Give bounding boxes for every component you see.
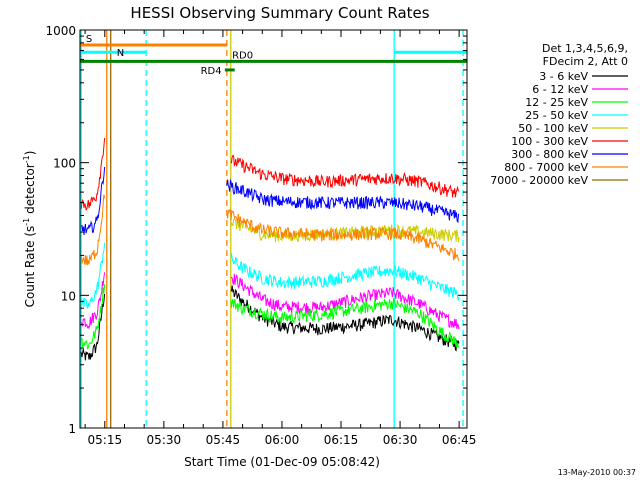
flag-bar-label: S — [86, 34, 92, 45]
x-tick-label: 06:30 — [383, 433, 418, 447]
series-line — [226, 178, 460, 224]
plot-area — [80, 30, 467, 428]
series-line — [230, 218, 460, 243]
legend-label: 300 - 800 keV — [511, 148, 588, 161]
x-tick-label: 05:15 — [88, 433, 123, 447]
y-axis-label: Count Rate (s-1 detector-1) — [22, 151, 37, 308]
legend-label: 100 - 300 keV — [511, 135, 588, 148]
y-tick-label: 10 — [61, 289, 76, 303]
x-tick-label: 06:00 — [265, 433, 300, 447]
series-lines — [80, 137, 460, 361]
legend-label: 3 - 6 keV — [539, 70, 588, 83]
x-axis-label: Start Time (01-Dec-09 05:08:42) — [184, 455, 380, 469]
y-tick-label: 1000 — [45, 24, 76, 38]
series-line — [80, 272, 106, 330]
y-axis-ticks: 1 10 100 1000 — [45, 24, 467, 436]
legend-label: 25 - 50 keV — [525, 109, 588, 122]
legend-label: 6 - 12 keV — [532, 83, 588, 96]
series-line — [80, 284, 106, 350]
series-line — [230, 155, 460, 198]
flag-bar-label: RD0 — [232, 50, 253, 61]
series-line — [81, 166, 106, 235]
flag-bars — [80, 43, 467, 72]
x-tick-label: 05:30 — [147, 433, 182, 447]
series-line — [226, 208, 460, 262]
x-axis-ticks: 05:15 05:30 05:45 06:00 06:15 06:30 06:45 — [84, 30, 477, 447]
legend-label: 50 - 100 keV — [518, 122, 588, 135]
legend-label: 7000 - 20000 keV — [490, 174, 588, 187]
chart-title: HESSI Observing Summary Count Rates — [130, 4, 429, 22]
flag-bar-label: RD4 — [201, 66, 222, 77]
series-line — [80, 293, 106, 361]
y-tick-label: 100 — [53, 157, 76, 171]
marker-lines — [80, 30, 464, 428]
legend-header-1: Det 1,3,4,5,6,9, — [542, 42, 628, 55]
series-line — [80, 137, 106, 211]
series-line — [230, 296, 460, 349]
footer-timestamp: 13-May-2010 00:37 — [558, 468, 636, 477]
legend-header-2: FDecim 2, Att 0 — [543, 55, 628, 68]
legend: Det 1,3,4,5,6,9, FDecim 2, Att 0 3 - 6 k… — [490, 42, 628, 187]
x-tick-label: 06:15 — [324, 433, 359, 447]
series-line — [80, 194, 106, 266]
flag-bar-labels: S N RD4 RD0 — [86, 34, 253, 77]
plot-frame — [79, 29, 468, 429]
series-line — [230, 273, 460, 330]
y-tick-label: 1 — [68, 422, 76, 436]
series-line — [230, 253, 460, 301]
flag-bar-label: N — [117, 48, 124, 59]
legend-label: 12 - 25 keV — [525, 96, 588, 109]
legend-label: 800 - 7000 keV — [504, 161, 588, 174]
x-tick-label: 05:45 — [206, 433, 241, 447]
x-tick-label: 06:45 — [442, 433, 477, 447]
series-line — [80, 242, 106, 309]
